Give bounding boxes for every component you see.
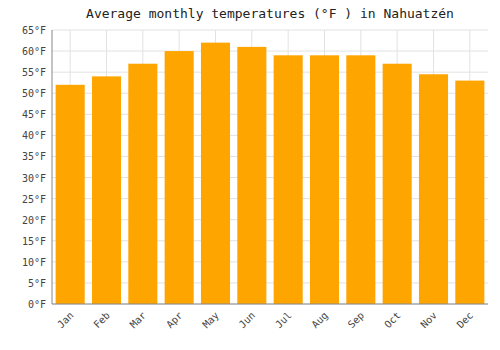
bar [346, 55, 375, 304]
bar [165, 51, 194, 304]
x-tick-label: Aug [309, 310, 330, 331]
bar [237, 47, 266, 304]
y-tick-label: 65°F [22, 25, 46, 36]
grid [52, 30, 488, 304]
bar [419, 74, 448, 304]
chart-container: Average monthly temperatures (°F ) in Na… [0, 0, 500, 350]
y-tick-label: 35°F [22, 151, 46, 162]
chart: Average monthly temperatures (°F ) in Na… [0, 0, 500, 350]
y-tick-label: 25°F [22, 194, 46, 205]
x-tick-label: May [200, 310, 221, 331]
x-tick-label: Mar [128, 310, 149, 331]
y-tick-label: 20°F [22, 215, 46, 226]
y-tick-label: 15°F [22, 236, 46, 247]
y-tick-label: 60°F [22, 46, 46, 57]
y-tick-label: 5°F [28, 278, 46, 289]
x-tick-label: Nov [418, 310, 439, 331]
y-axis [52, 30, 53, 304]
y-grid-line [52, 30, 488, 31]
x-tick-label: Jan [55, 310, 76, 331]
y-tick-label: 40°F [22, 130, 46, 141]
x-tick-label: Jul [273, 310, 294, 331]
bar [56, 85, 85, 304]
x-tick-label: Dec [455, 310, 476, 331]
y-tick-label: 45°F [22, 109, 46, 120]
y-tick-label: 0°F [28, 299, 46, 310]
y-grid-line [52, 72, 488, 73]
x-axis [52, 304, 488, 305]
bar [92, 76, 121, 304]
x-tick-label: Oct [382, 310, 403, 331]
y-tick-label: 10°F [22, 257, 46, 268]
y-grid-line [52, 51, 488, 52]
y-tick-label: 50°F [22, 88, 46, 99]
bar [201, 43, 230, 304]
bar [383, 64, 412, 304]
y-tick-label: 30°F [22, 173, 46, 184]
x-tick-label: Apr [164, 310, 185, 331]
bar [128, 64, 157, 304]
y-tick-label: 55°F [22, 67, 46, 78]
bars [56, 43, 485, 304]
bar [310, 55, 339, 304]
x-tick-label: Jun [237, 310, 258, 331]
bar [455, 81, 484, 304]
x-tick-label: Feb [91, 310, 112, 331]
y-grid-line [52, 304, 488, 305]
title: Average monthly temperatures (°F ) in Na… [86, 6, 454, 21]
bar [274, 55, 303, 304]
x-tick-label: Sep [346, 310, 367, 331]
